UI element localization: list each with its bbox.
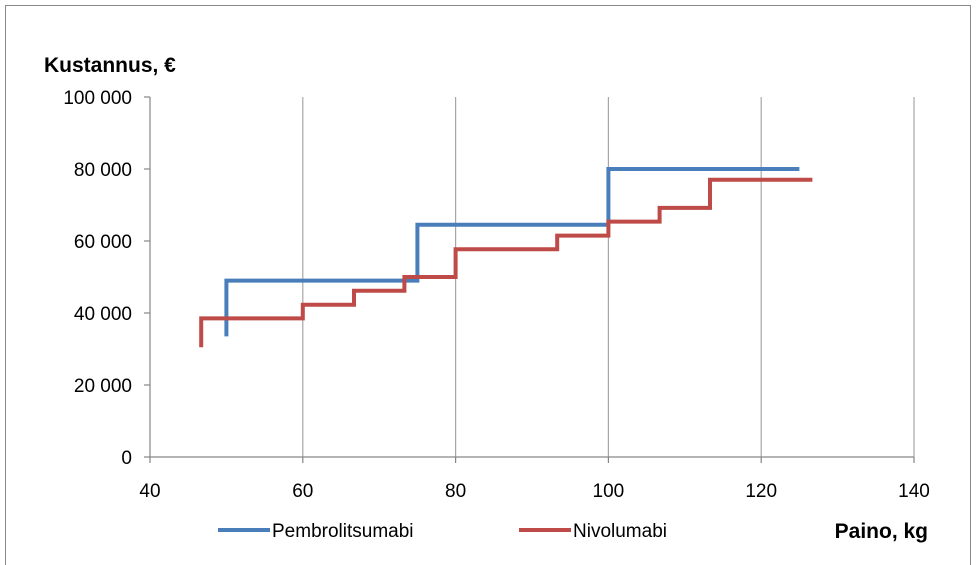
y-tick-labels: 0 20 000 40 000 60 000 80 000 100 000 (63, 88, 132, 469)
x-tick-label: 60 (292, 481, 313, 502)
series-line-2 (199, 177, 813, 348)
legend: Pembrolitsumabi Nivolumabi (218, 521, 667, 542)
y-tick-label: 40 000 (74, 304, 132, 325)
x-tick-label: 80 (445, 481, 466, 502)
series-lines (199, 167, 813, 348)
grid-lines (302, 97, 915, 457)
x-tick-labels: 40 60 80 100 120 140 (139, 481, 929, 502)
x-tick-label: 140 (898, 481, 930, 502)
legend-label: Pembrolitsumabi (272, 521, 414, 542)
y-tick-label: 20 000 (74, 376, 132, 397)
y-axis-title: Kustannus, € (44, 54, 176, 77)
series-line-1 (224, 167, 800, 337)
y-tick-label: 60 000 (74, 232, 132, 253)
axes (144, 96, 915, 463)
x-axis-title: Paino, kg (835, 520, 928, 543)
x-tick-label: 120 (745, 481, 777, 502)
y-tick-label: 80 000 (74, 160, 132, 181)
x-tick-label: 100 (593, 481, 625, 502)
y-tick-label: 0 (121, 448, 132, 469)
legend-label: Nivolumabi (573, 521, 667, 542)
y-tick-label: 100 000 (63, 88, 132, 109)
chart-frame (5, 5, 971, 565)
x-tick-label: 40 (139, 481, 160, 502)
